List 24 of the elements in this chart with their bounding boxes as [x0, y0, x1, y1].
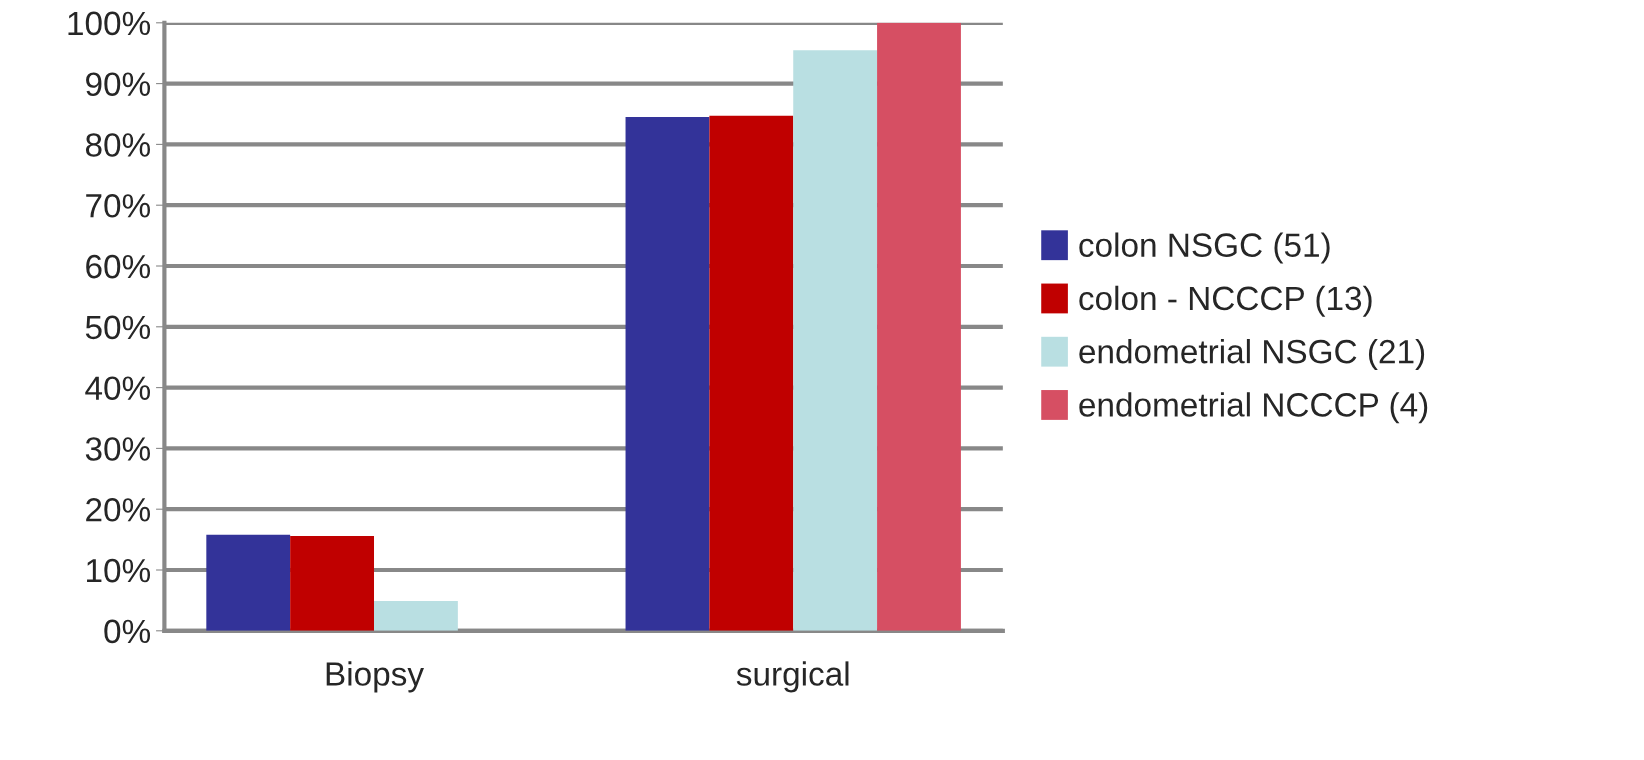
bar: [793, 50, 878, 631]
x-tick-label: surgical: [736, 661, 849, 693]
y-tick-label: 80%: [85, 133, 151, 157]
y-tick-label: 100%: [68, 11, 151, 36]
y-tick-label: 30%: [85, 437, 151, 461]
y-tick-label: 90%: [86, 72, 151, 97]
y-tick-label: 10%: [87, 558, 151, 583]
y-tick-label: 60%: [86, 254, 151, 279]
y-tick-label: 20%: [86, 498, 151, 522]
bar: [206, 534, 291, 631]
bar: [290, 535, 375, 631]
bar: [625, 117, 710, 631]
y-tick-label: 70%: [86, 194, 151, 218]
legend-label: colon - NCCCP (13): [1079, 285, 1372, 317]
x-tick-label: Biopsy: [326, 661, 424, 693]
bar: [709, 115, 794, 631]
bar: [374, 601, 458, 631]
y-tick-label: 40%: [85, 376, 151, 401]
y-tick-label: 0%: [104, 619, 151, 644]
legend-label: endometrial NSGC (21): [1079, 338, 1425, 371]
bar: [877, 22, 961, 631]
y-tick-label: 50%: [85, 315, 151, 340]
legend-label: colon NSGC (51): [1079, 232, 1330, 264]
legend-label: endometrial NCCCP (4): [1079, 392, 1428, 424]
